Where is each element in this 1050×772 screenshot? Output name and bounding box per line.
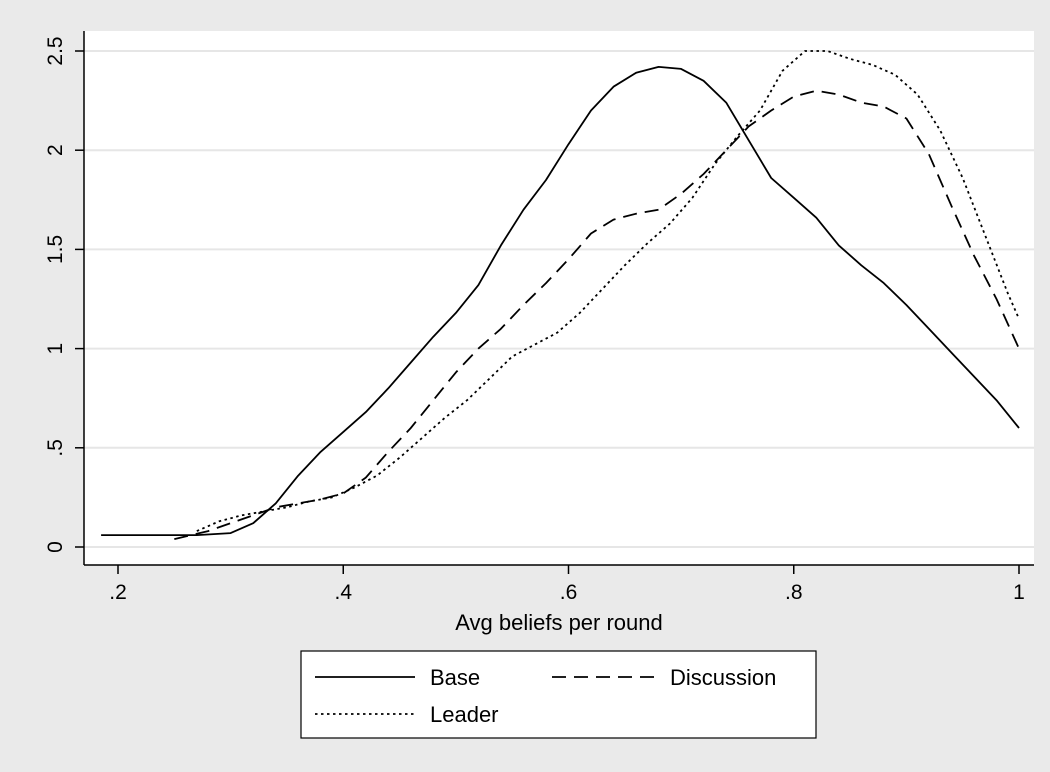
legend-label-leader: Leader bbox=[430, 702, 499, 727]
legend-label-base: Base bbox=[430, 665, 480, 690]
y-tick-label: 1.5 bbox=[44, 235, 67, 264]
x-tick-label: .4 bbox=[334, 581, 352, 604]
x-tick-label: .6 bbox=[560, 581, 578, 604]
x-tick-label: .8 bbox=[785, 581, 803, 604]
legend: Base Discussion Leader bbox=[300, 650, 817, 739]
plot-area bbox=[84, 31, 1034, 565]
legend-label-discussion: Discussion bbox=[670, 665, 776, 690]
legend-box bbox=[300, 650, 817, 739]
series-line-leader bbox=[196, 50, 1020, 532]
y-tick-label: 1 bbox=[44, 343, 67, 355]
y-tick-label: 0 bbox=[44, 541, 67, 553]
x-axis-title: Avg beliefs per round bbox=[455, 610, 663, 635]
y-tick-label: 2.5 bbox=[44, 36, 67, 65]
y-tick-label: 2 bbox=[44, 144, 67, 156]
x-tick-label: 1 bbox=[1013, 581, 1025, 604]
y-tick-label: .5 bbox=[44, 439, 67, 457]
x-tick-label: .2 bbox=[109, 581, 127, 604]
